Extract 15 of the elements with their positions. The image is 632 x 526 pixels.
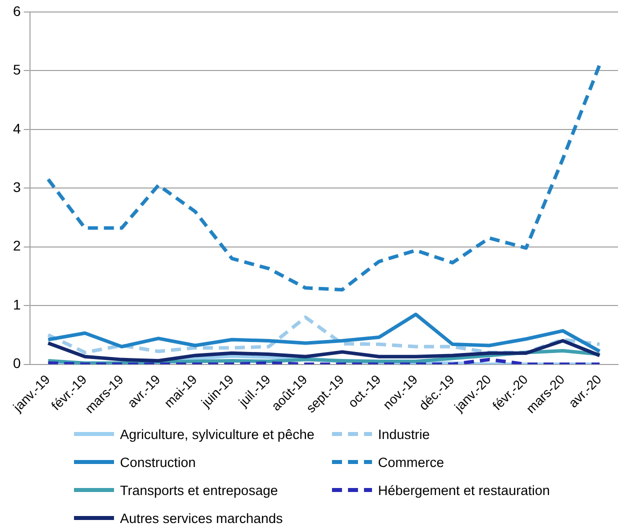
y-tick-label: 1 [12,296,21,312]
legend-label: Autres services marchands [120,510,283,526]
y-tick-label: 0 [12,355,21,372]
legend-label: Construction [120,454,196,470]
legend-label: Industrie [378,426,430,442]
legend-label: Transports et entreposage [120,482,278,498]
y-tick-label: 5 [12,62,21,78]
y-tick-label: 2 [12,238,21,254]
y-tick-label: 6 [12,2,21,19]
legend-label: Commerce [378,454,444,470]
y-tick-label: 4 [12,120,21,136]
legend-label: Hébergement et restauration [378,482,550,498]
line-series [46,63,602,292]
y-tick-label: 3 [12,178,21,195]
legend-label: Agriculture, sylviculture et pêche [120,426,314,442]
